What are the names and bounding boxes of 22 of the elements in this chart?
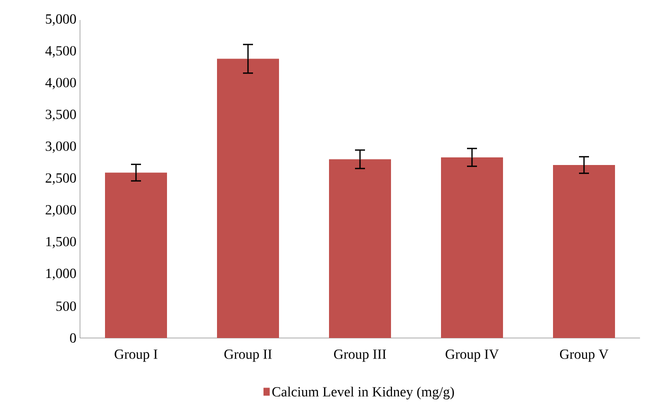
y-tick-label: 3,500 — [46, 110, 76, 122]
x-tick-label: Group II — [224, 350, 272, 362]
bar — [553, 165, 616, 338]
bar — [329, 159, 392, 338]
y-tick-label: 1,000 — [46, 268, 76, 280]
bar — [441, 157, 504, 338]
bar — [105, 172, 168, 338]
y-tick-label: 3,000 — [46, 141, 76, 153]
y-tick-label: 0 — [70, 333, 76, 343]
y-tick-label: 2,000 — [46, 205, 76, 217]
x-tick-label: Group IV — [446, 350, 499, 362]
y-tick-label: 4,000 — [45, 78, 76, 90]
y-tick-label: 1,500 — [46, 236, 76, 248]
x-tick-label: Group I — [114, 350, 158, 362]
y-tick-label: 500 — [56, 301, 76, 311]
legend-label: Calcium Level in Kidney (mg/g) — [272, 386, 454, 400]
x-tick-label: Group III — [334, 350, 386, 362]
bar — [217, 58, 280, 338]
x-tick-label: Group V — [560, 350, 608, 362]
y-tick-label: 5,000 — [46, 14, 76, 26]
y-tick-label: 2,500 — [46, 173, 76, 185]
y-tick-label: 4,500 — [45, 46, 76, 58]
